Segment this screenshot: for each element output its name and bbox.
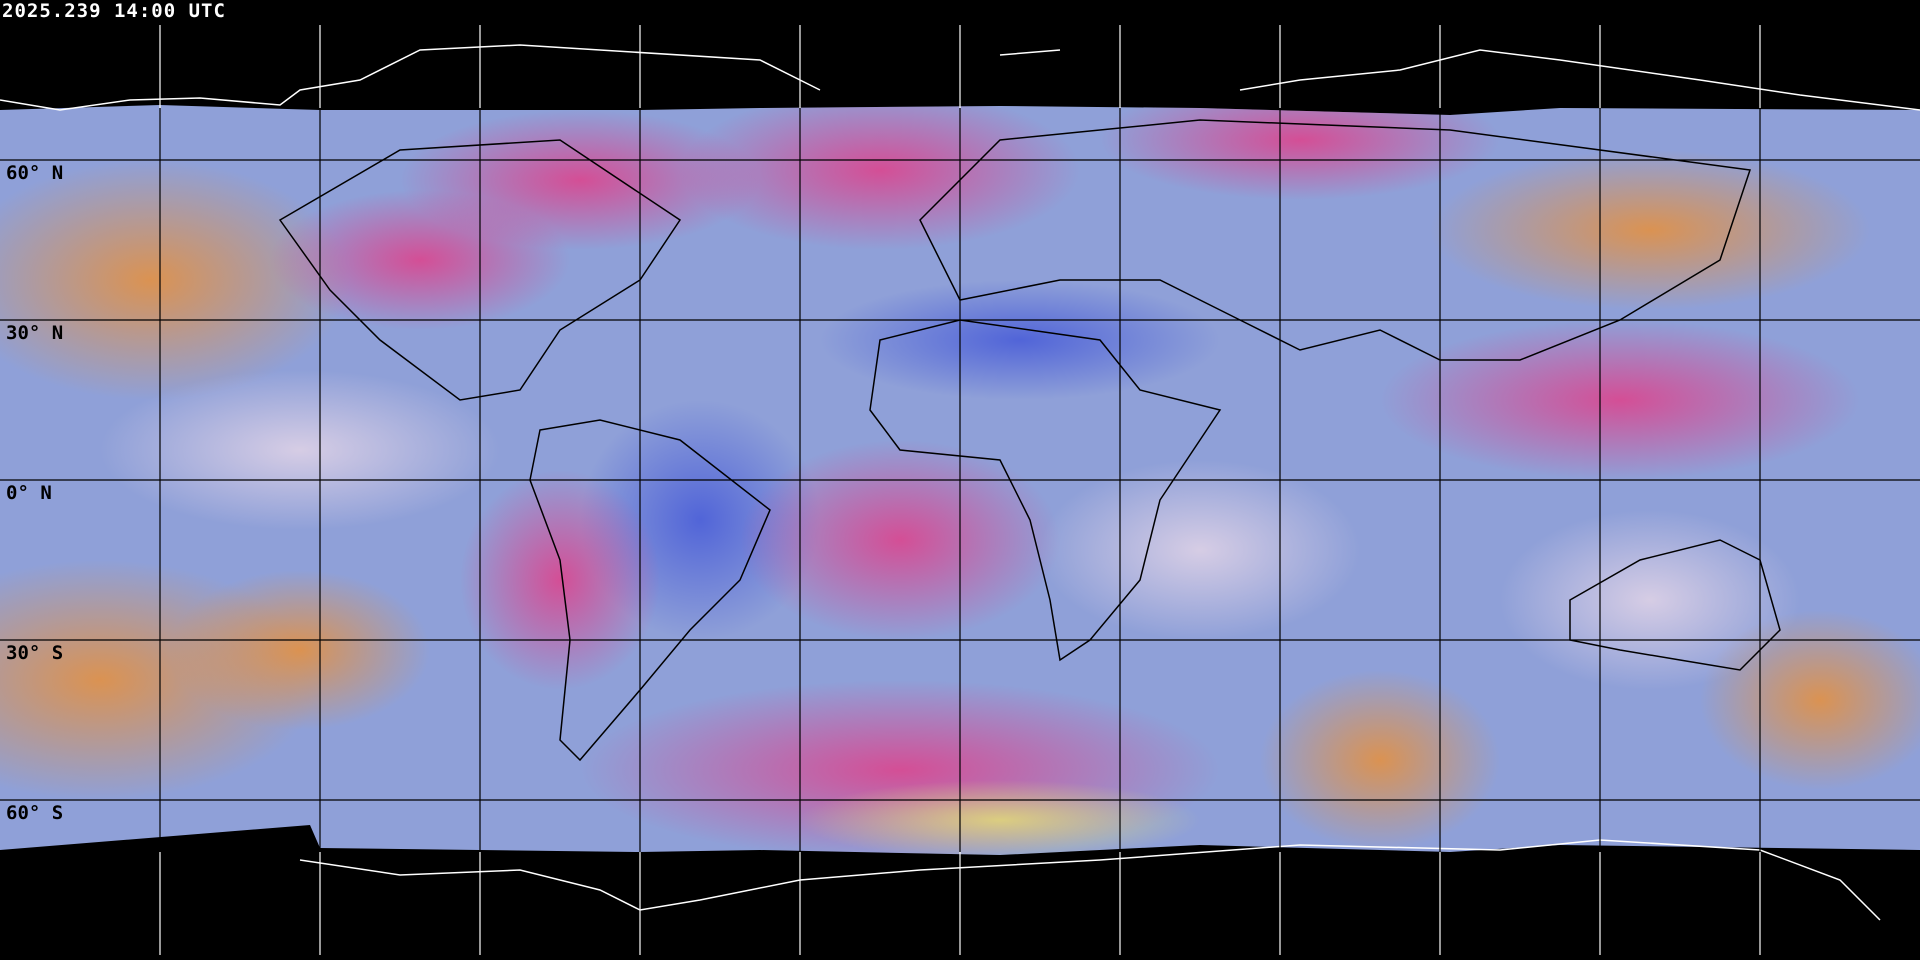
- latitude-label-30n: 30° N: [6, 322, 64, 344]
- coastline-antarctica: [299, 839, 1881, 921]
- latitude-label-0n: 0° N: [6, 482, 52, 504]
- coastline-arctic: [0, 44, 1920, 111]
- latitude-label-60s: 60° S: [6, 802, 64, 824]
- coastline-north-america: [278, 139, 682, 401]
- latitude-label-30s: 30° S: [6, 642, 64, 664]
- coastline-eurasia: [919, 119, 1751, 361]
- latitude-label-60n: 60° N: [6, 162, 64, 184]
- coastlines-polar: [0, 44, 1920, 921]
- lat-lon-grid: [0, 25, 1920, 955]
- timestamp-label: 2025.239 14:00 UTC: [2, 0, 226, 22]
